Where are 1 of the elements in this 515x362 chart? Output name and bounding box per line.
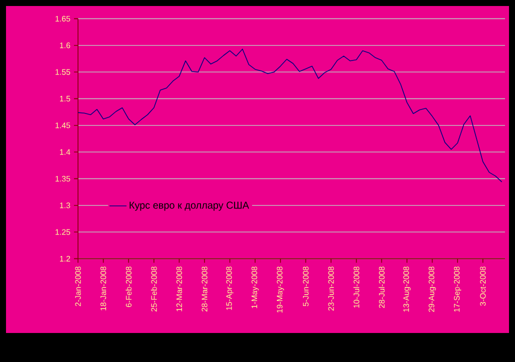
legend-label: Курс евро к доллару США xyxy=(130,202,250,211)
